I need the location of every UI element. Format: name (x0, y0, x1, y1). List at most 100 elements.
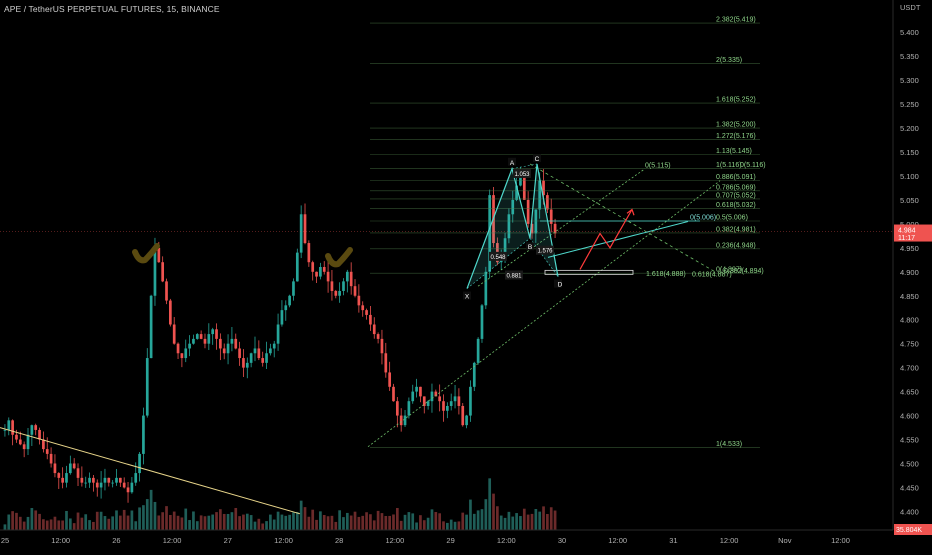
candle-body (476, 338, 480, 363)
candle-body (419, 386, 422, 397)
candle-body (392, 386, 395, 402)
volume-bar (53, 516, 57, 530)
volume-bar (480, 509, 484, 530)
candle-body (480, 305, 484, 339)
candle-body (165, 281, 168, 301)
candle-body (449, 401, 453, 406)
candle-body (446, 405, 449, 411)
volume-bar (546, 513, 549, 530)
candle-body (511, 199, 515, 215)
volume-bar (446, 522, 449, 530)
ratio-bg (536, 245, 554, 255)
candle-body (376, 334, 380, 339)
countdown-label: 11:17 (898, 235, 915, 242)
volume-bar (292, 512, 295, 530)
volume-bar (199, 515, 203, 530)
volume-bar (472, 513, 476, 530)
time-tick-label: 12:00 (497, 536, 516, 545)
volume-bar (499, 515, 503, 530)
candle-body (149, 295, 153, 359)
candle-body (369, 314, 372, 325)
volume-bar (149, 489, 153, 530)
pattern-point-bg (554, 279, 562, 288)
price-tick-label: 4.650 (900, 388, 919, 397)
candle-body (365, 310, 368, 315)
candle-body (530, 223, 534, 234)
price-tick-label: 5.000 (900, 220, 919, 229)
candle-body (315, 271, 318, 277)
price-tick-label: 5.350 (900, 52, 919, 61)
candle-body (388, 372, 391, 387)
candle-body (257, 348, 261, 359)
candle-body (45, 449, 49, 454)
volume-bar (269, 514, 272, 530)
time-tick-label: 26 (112, 536, 120, 545)
volume-bar (180, 517, 184, 530)
candle-body (276, 324, 280, 344)
volume-bar (319, 511, 322, 530)
candle-body (130, 482, 134, 493)
candle-body (7, 420, 11, 430)
time-tick-label: 29 (446, 536, 454, 545)
fib-extra-label: 0.618(4.887) (692, 272, 732, 279)
candle-body (34, 425, 38, 430)
volume-bar (534, 508, 538, 530)
volume-bar (465, 514, 468, 530)
drawings (0, 163, 721, 515)
volume-bar (138, 507, 141, 530)
volume-bar (261, 523, 265, 530)
channel-line-lower (367, 180, 721, 448)
volume-bar (549, 507, 553, 530)
candle-body (42, 439, 45, 450)
fib-level-label: 0.618(5.032) (716, 202, 756, 209)
volume-bar (338, 510, 341, 530)
candle-body (542, 180, 545, 196)
current-price-badge (894, 224, 932, 242)
candle-body (280, 310, 284, 325)
candle-body (84, 482, 88, 484)
candle-body (326, 271, 330, 282)
candle-body (11, 420, 14, 435)
time-tick-label: 12:00 (720, 536, 739, 545)
volume-bar (157, 515, 161, 530)
price-tick-label: 4.500 (900, 459, 919, 468)
candle-body (372, 324, 376, 335)
pattern-point-c: C (535, 156, 540, 163)
candle-body (330, 281, 334, 291)
fib-level-label: 0.382(4.981) (716, 226, 756, 233)
volume-bar (18, 516, 22, 530)
volume-bar (453, 521, 457, 530)
candle-body (553, 223, 557, 234)
candle-body (26, 434, 30, 450)
projection-arrowhead (626, 208, 635, 216)
candle-body (515, 185, 518, 200)
volume-bar (72, 523, 76, 530)
volume-bar (161, 512, 165, 530)
candle-body (72, 463, 76, 469)
volume-bar (68, 518, 72, 530)
candle-body (415, 386, 418, 392)
volume-badge-label: 35.804K (896, 527, 922, 534)
volume-bar (99, 511, 103, 530)
candle-body (403, 415, 407, 426)
candle-body (126, 487, 130, 493)
volume-bar (230, 512, 234, 530)
volume-bar (215, 512, 218, 530)
candle-body (161, 262, 165, 282)
volume-bar (115, 510, 118, 530)
volume-bar (438, 513, 442, 530)
volume-bar (357, 516, 361, 530)
volume-bar (342, 517, 345, 530)
volume-bar (118, 515, 122, 530)
time-tick-label: 27 (224, 536, 232, 545)
time-tick-label: 30 (558, 536, 566, 545)
price-tick-label: 4.900 (900, 268, 919, 277)
volume-bar (295, 511, 299, 530)
volume-bar (422, 520, 426, 530)
fib-level-label: 0.5(5.006) (716, 214, 748, 221)
candle-body (245, 362, 249, 368)
price-tick-label: 4.600 (900, 412, 919, 421)
